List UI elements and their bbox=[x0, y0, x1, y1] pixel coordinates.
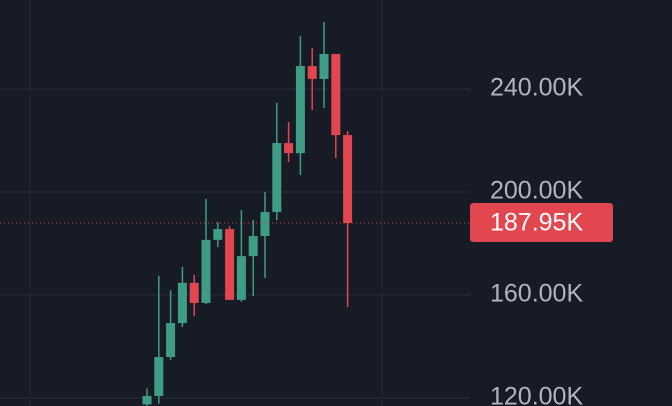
candle-body bbox=[213, 229, 223, 240]
candle-body bbox=[189, 282, 199, 303]
candle-body bbox=[307, 66, 317, 79]
last-price-box bbox=[470, 203, 613, 243]
y-tick-label: 240.00K bbox=[490, 74, 583, 102]
candle-body bbox=[343, 135, 353, 224]
candle-body bbox=[142, 395, 152, 405]
candle-body bbox=[284, 143, 294, 154]
candle-body bbox=[201, 239, 211, 303]
candle-body bbox=[272, 143, 282, 213]
candle-body bbox=[166, 323, 176, 358]
y-tick-label: 200.00K bbox=[490, 177, 583, 205]
last-price-label: 187.95K bbox=[490, 209, 583, 237]
candle-body bbox=[225, 229, 235, 300]
candle-body bbox=[260, 212, 270, 237]
y-tick-label: 160.00K bbox=[490, 280, 583, 308]
candle-body bbox=[295, 66, 305, 154]
candle-body bbox=[331, 53, 341, 136]
candle-body bbox=[154, 357, 164, 396]
y-tick-label: 120.00K bbox=[490, 383, 583, 406]
candle-body bbox=[248, 236, 258, 257]
candle-body bbox=[236, 256, 246, 300]
candle-body bbox=[177, 282, 187, 324]
candle-body bbox=[319, 53, 329, 79]
